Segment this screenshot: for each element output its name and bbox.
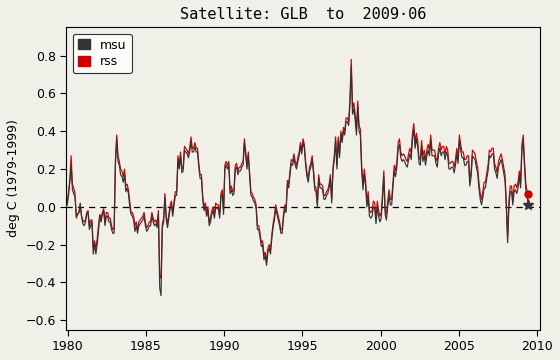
msu: [96, 214, 103, 219]
msu: [130, 218, 137, 222]
msu: [147, 224, 154, 228]
Title: Satellite: GLB  to  2009·06: Satellite: GLB to 2009·06: [180, 7, 426, 22]
msu: [404, 165, 410, 169]
Y-axis label: deg C (1979-1999): deg C (1979-1999): [7, 120, 20, 237]
rss: [130, 214, 137, 219]
rss: [525, 192, 532, 196]
msu: [49, 174, 56, 179]
rss: [49, 167, 56, 171]
rss: [307, 161, 314, 166]
rss: [348, 57, 354, 62]
msu: [525, 203, 532, 207]
rss: [158, 276, 165, 281]
rss: [404, 159, 410, 163]
rss: [147, 220, 154, 224]
msu: [348, 65, 354, 69]
Line: rss: rss: [53, 59, 529, 279]
rss: [378, 210, 385, 215]
Line: msu: msu: [53, 67, 529, 296]
msu: [378, 216, 385, 220]
Legend: msu, rss: msu, rss: [73, 33, 132, 73]
rss: [96, 212, 103, 216]
msu: [158, 293, 165, 298]
msu: [307, 165, 314, 169]
